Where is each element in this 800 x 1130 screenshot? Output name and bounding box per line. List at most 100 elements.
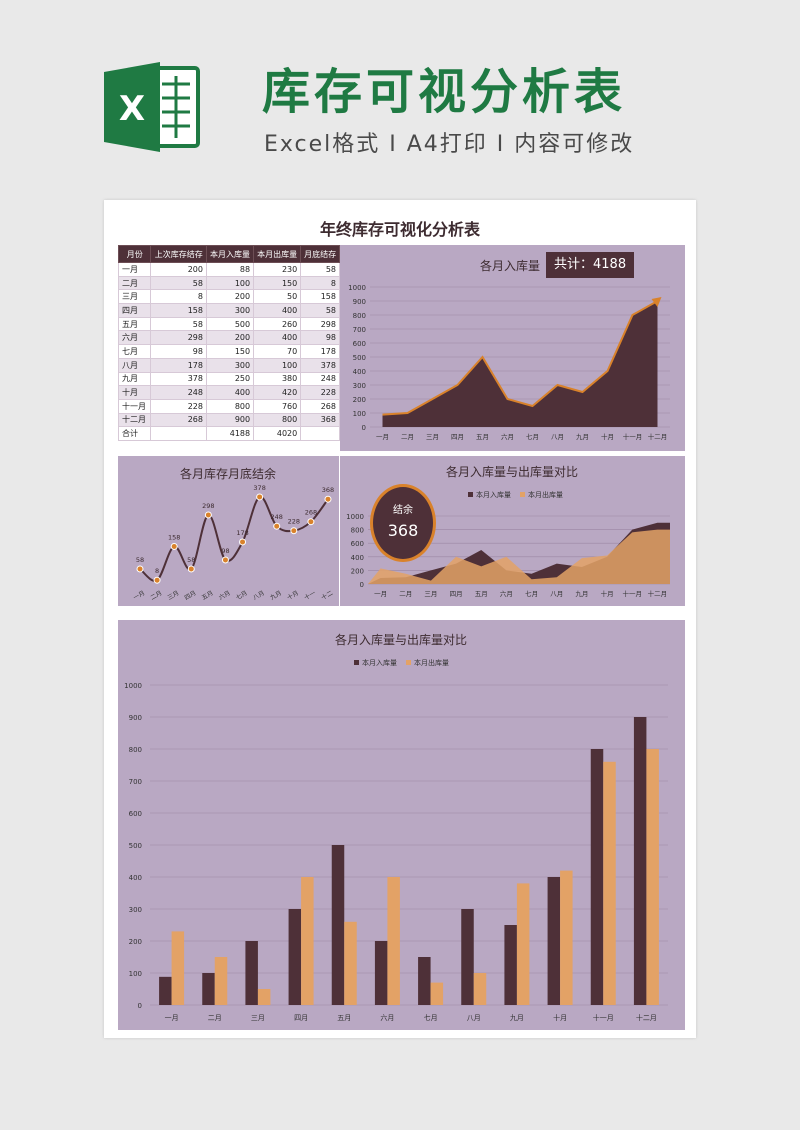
- x-tick-label: 二月: [149, 590, 163, 602]
- table-row: 三月 8 200 50 158: [117, 289, 340, 305]
- table-cell: 268: [150, 412, 207, 428]
- table-cell: 378: [300, 357, 340, 373]
- table-total-cell: [300, 426, 340, 441]
- table-cell: 十一月: [117, 398, 152, 414]
- table-cell: 五月: [117, 316, 152, 332]
- y-tick-label: 900: [353, 298, 366, 306]
- monthly-balance-panel: 各月库存月底结余 58 一月 8 二月 158 三月 58 四月 298 五月 98 六月 178 七月 37…: [118, 456, 339, 606]
- bar: [159, 976, 172, 1005]
- data-label: 368: [322, 486, 334, 494]
- in-out-area-panel: 各月入库量与出库量对比 本月入库量 本月出库量 0 200 400 600 800 1000 一月…: [340, 456, 685, 606]
- data-label: 58: [136, 556, 144, 564]
- x-tick-label: 七月: [525, 589, 538, 598]
- table-row: 九月 378 250 380 248: [117, 371, 340, 387]
- x-tick-label: 一月: [132, 590, 146, 602]
- table-cell: 300: [205, 303, 255, 318]
- y-tick-label: 300: [129, 906, 142, 914]
- data-label: 248: [271, 513, 283, 521]
- table-cell: 六月: [117, 330, 152, 346]
- x-tick-label: 十月: [601, 589, 614, 598]
- bar: [214, 957, 228, 1005]
- y-tick-label: 1000: [124, 682, 142, 690]
- bar: [430, 982, 444, 1005]
- x-tick-label: 六月: [501, 432, 514, 441]
- table-column-header: 月底结存: [300, 245, 340, 263]
- x-tick-label: 四月: [184, 590, 198, 602]
- table-cell: 400: [205, 385, 255, 400]
- sheet-title: 年终库存可视化分析表: [319, 220, 480, 239]
- table-cell: 420: [253, 385, 302, 400]
- legend-swatch: [520, 492, 525, 497]
- y-tick-label: 0: [138, 1002, 142, 1010]
- y-tick-label: 600: [353, 340, 366, 348]
- table-cell: 248: [300, 371, 340, 387]
- table-cell: 十二月: [117, 412, 152, 428]
- bar: [288, 909, 302, 1005]
- table-cell: 298: [300, 316, 340, 332]
- x-tick-label: 十二月: [648, 589, 668, 598]
- table-cell: 228: [150, 398, 207, 414]
- x-tick-label: 三月: [426, 433, 439, 441]
- bar: [301, 877, 314, 1005]
- table-cell: 200: [205, 330, 255, 346]
- x-tick-label: 六月: [217, 589, 231, 602]
- x-tick-label: 八月: [550, 590, 563, 598]
- data-label: 268: [305, 509, 317, 517]
- y-tick-label: 500: [353, 354, 366, 362]
- legend-swatch: [354, 660, 359, 665]
- table-row: 五月 58 500 260 298: [117, 316, 340, 332]
- y-tick-label: 800: [129, 746, 142, 754]
- x-tick-label: 八月: [252, 590, 266, 602]
- chart-title: 各月入库量: [480, 258, 540, 273]
- bar: [603, 761, 616, 1005]
- legend-label: 本月出库量: [528, 490, 563, 499]
- balance-circle: 结余 368: [370, 484, 436, 562]
- series-area: [368, 529, 670, 584]
- y-tick-label: 400: [353, 368, 366, 376]
- table-cell: 8: [300, 275, 340, 291]
- table-total-cell: 4020: [253, 426, 302, 441]
- table-cell: 八月: [117, 357, 152, 373]
- table-cell: 800: [205, 398, 255, 414]
- table-cell: 8: [150, 289, 207, 305]
- table-total-row: 合计 4188 4020: [117, 426, 340, 441]
- table-cell: 150: [253, 275, 302, 291]
- legend-swatch: [468, 492, 473, 497]
- bar: [344, 921, 357, 1005]
- y-tick-label: 0: [360, 581, 364, 589]
- x-tick-label: 十二月: [648, 432, 668, 441]
- report-sheet: 年终库存可视化分析表 月份 上次库存结存 本月入库量 本月出库量 月底结存 一月 200 8…: [104, 200, 696, 1038]
- bar: [387, 877, 400, 1005]
- y-tick-label: 700: [353, 326, 366, 334]
- table-cell: 58: [300, 303, 340, 318]
- page-subtitle: Excel格式 I A4打印 I 内容可修改: [264, 132, 635, 157]
- table-cell: 58: [300, 262, 340, 277]
- table-cell: 230: [253, 262, 302, 277]
- table-cell: 260: [253, 316, 302, 332]
- y-tick-label: 800: [351, 527, 364, 535]
- table-header-row: 月份 上次库存结存 本月入库量 本月出库量 月底结存: [117, 245, 340, 263]
- table-cell: 150: [205, 344, 255, 359]
- y-tick-label: 100: [129, 970, 142, 978]
- logo-letter: X: [119, 89, 145, 129]
- x-tick-label: 十一月: [623, 432, 643, 441]
- table-row: 二月 58 100 150 8: [117, 275, 340, 291]
- x-tick-label: 五月: [337, 1014, 351, 1022]
- table-cell: 760: [253, 398, 302, 414]
- monthly-in-panel: 共计：4188 各月入库量 0 100 200 300 400 500 600 700 800 90…: [340, 245, 685, 451]
- data-label: 178: [236, 529, 248, 537]
- table-cell: 378: [150, 371, 207, 387]
- data-label: 98: [221, 547, 229, 555]
- table-cell: 158: [150, 303, 207, 318]
- table-cell: 300: [205, 357, 255, 373]
- x-tick-label: 一月: [165, 1014, 179, 1022]
- x-tick-label: 二月: [401, 433, 414, 441]
- table-cell: 298: [150, 330, 207, 346]
- table-cell: 100: [205, 275, 255, 291]
- series-area: [382, 301, 658, 427]
- x-tick-label: 二月: [399, 590, 412, 598]
- table-cell: 58: [150, 316, 207, 332]
- in-out-bar-panel: 各月入库量与出库量对比 本月入库量 本月出库量 0 100 200 300 400 500 600…: [118, 620, 685, 1030]
- data-label: 58: [187, 556, 195, 564]
- x-tick-label: 四月: [294, 1014, 308, 1022]
